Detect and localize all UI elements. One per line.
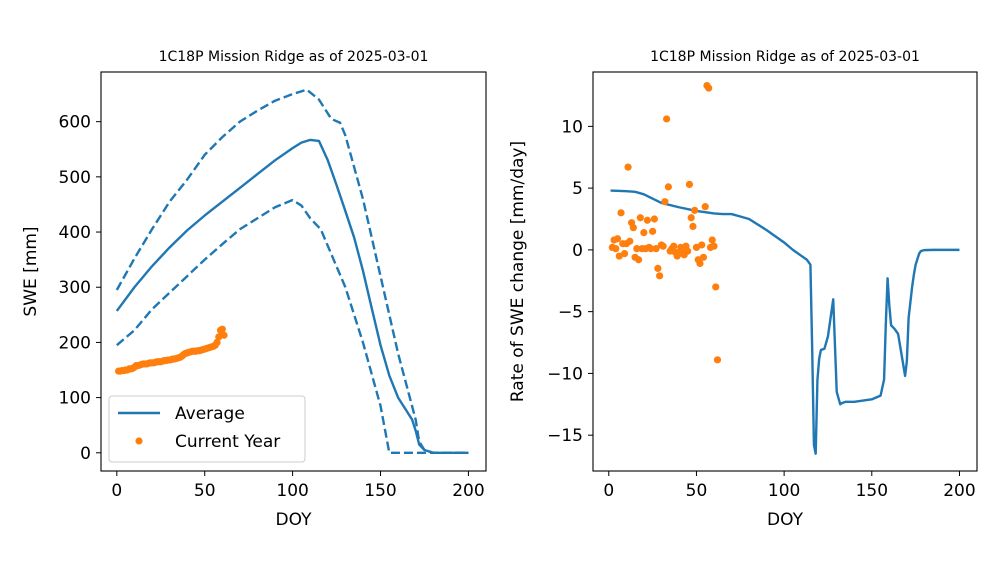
data-point xyxy=(685,180,694,189)
y-tick-label: 0 xyxy=(572,241,583,261)
data-point xyxy=(699,253,708,261)
x-tick-label: 200 xyxy=(452,481,484,501)
series-current-year xyxy=(608,81,722,364)
panel-swe: 1C18P Mission Ridge as of 2025-03-01 0 50 1… xyxy=(21,49,487,530)
y-tick-label: 200 xyxy=(59,333,91,353)
data-point xyxy=(634,256,643,264)
legend-label: Current Year xyxy=(175,432,280,452)
data-point xyxy=(705,84,713,92)
y-tick-label: 400 xyxy=(59,223,91,243)
data-point xyxy=(654,264,662,273)
y-axis-label: SWE [mm] xyxy=(21,226,41,316)
x-tick-label: 150 xyxy=(856,481,888,501)
data-point xyxy=(617,209,625,217)
data-point xyxy=(640,228,648,237)
x-tick-label: 100 xyxy=(768,481,800,501)
x-tick-label: 200 xyxy=(943,481,975,501)
data-point xyxy=(626,237,634,245)
data-point xyxy=(650,215,658,223)
data-point xyxy=(659,242,667,250)
series-upper-line xyxy=(115,88,469,454)
data-point xyxy=(696,259,704,268)
chart-title: 1C18P Mission Ridge as of 2025-03-01 xyxy=(650,49,920,65)
y-tick-label: 500 xyxy=(59,168,91,188)
data-point xyxy=(620,249,629,258)
x-axis-label: DOY xyxy=(767,510,804,530)
series-average-line xyxy=(115,138,469,454)
data-point xyxy=(712,283,720,291)
y-tick-label: −10 xyxy=(547,364,583,384)
data-point xyxy=(708,236,716,244)
x-tick-label: 100 xyxy=(276,481,308,501)
y-tick-label: 0 xyxy=(80,444,91,464)
legend: Average Current Year xyxy=(108,395,306,463)
x-axis-label: DOY xyxy=(276,510,313,530)
x-tick-label: 50 xyxy=(194,481,216,501)
data-point xyxy=(689,222,697,231)
plot-frame xyxy=(100,71,487,472)
y-tick-label: 10 xyxy=(561,117,583,137)
data-point xyxy=(647,245,655,253)
y-tick-label: 100 xyxy=(59,389,91,409)
legend-label: Average xyxy=(175,404,245,424)
y-tick-label: 5 xyxy=(572,179,583,199)
data-point xyxy=(649,227,657,235)
data-point xyxy=(636,214,644,222)
panel-swe-rate: 1C18P Mission Ridge as of 2025-03-010 50 1… xyxy=(508,49,978,530)
data-point xyxy=(656,272,664,280)
data-point xyxy=(710,242,718,250)
series-lower-line xyxy=(116,198,469,454)
data-point xyxy=(652,245,660,253)
data-point xyxy=(213,338,221,347)
x-tick-label: 0 xyxy=(603,481,614,501)
data-point xyxy=(661,198,669,206)
plot-frame xyxy=(592,71,978,472)
data-point xyxy=(691,206,699,214)
data-point xyxy=(698,241,706,249)
y-tick-label: 600 xyxy=(59,113,91,133)
y-tick-label: −5 xyxy=(558,303,583,323)
x-tick-label: 150 xyxy=(364,481,396,501)
data-point xyxy=(664,183,673,191)
data-point xyxy=(701,203,709,211)
y-axis-label: Rate of SWE change [mm/day] xyxy=(508,141,528,402)
legend-marker-swatch xyxy=(135,437,143,445)
y-tick-label: −15 xyxy=(547,426,583,446)
data-point xyxy=(613,235,622,243)
data-point xyxy=(663,115,671,123)
chart-title: 1C18P Mission Ridge as of 2025-03-01 xyxy=(159,49,429,65)
data-point xyxy=(633,245,641,253)
data-point xyxy=(684,247,692,255)
data-point xyxy=(218,325,226,333)
data-point xyxy=(687,214,695,222)
data-point xyxy=(624,163,632,171)
data-point xyxy=(612,245,620,253)
x-tick-label: 50 xyxy=(686,481,708,501)
series-average-line xyxy=(610,189,960,455)
data-point xyxy=(713,356,722,364)
y-tick-label: 300 xyxy=(59,278,91,298)
data-point xyxy=(643,216,651,224)
x-tick-label: 0 xyxy=(111,481,122,501)
data-point xyxy=(670,242,678,250)
data-point xyxy=(220,331,228,339)
series-current-year xyxy=(114,325,228,375)
data-point xyxy=(629,224,637,232)
